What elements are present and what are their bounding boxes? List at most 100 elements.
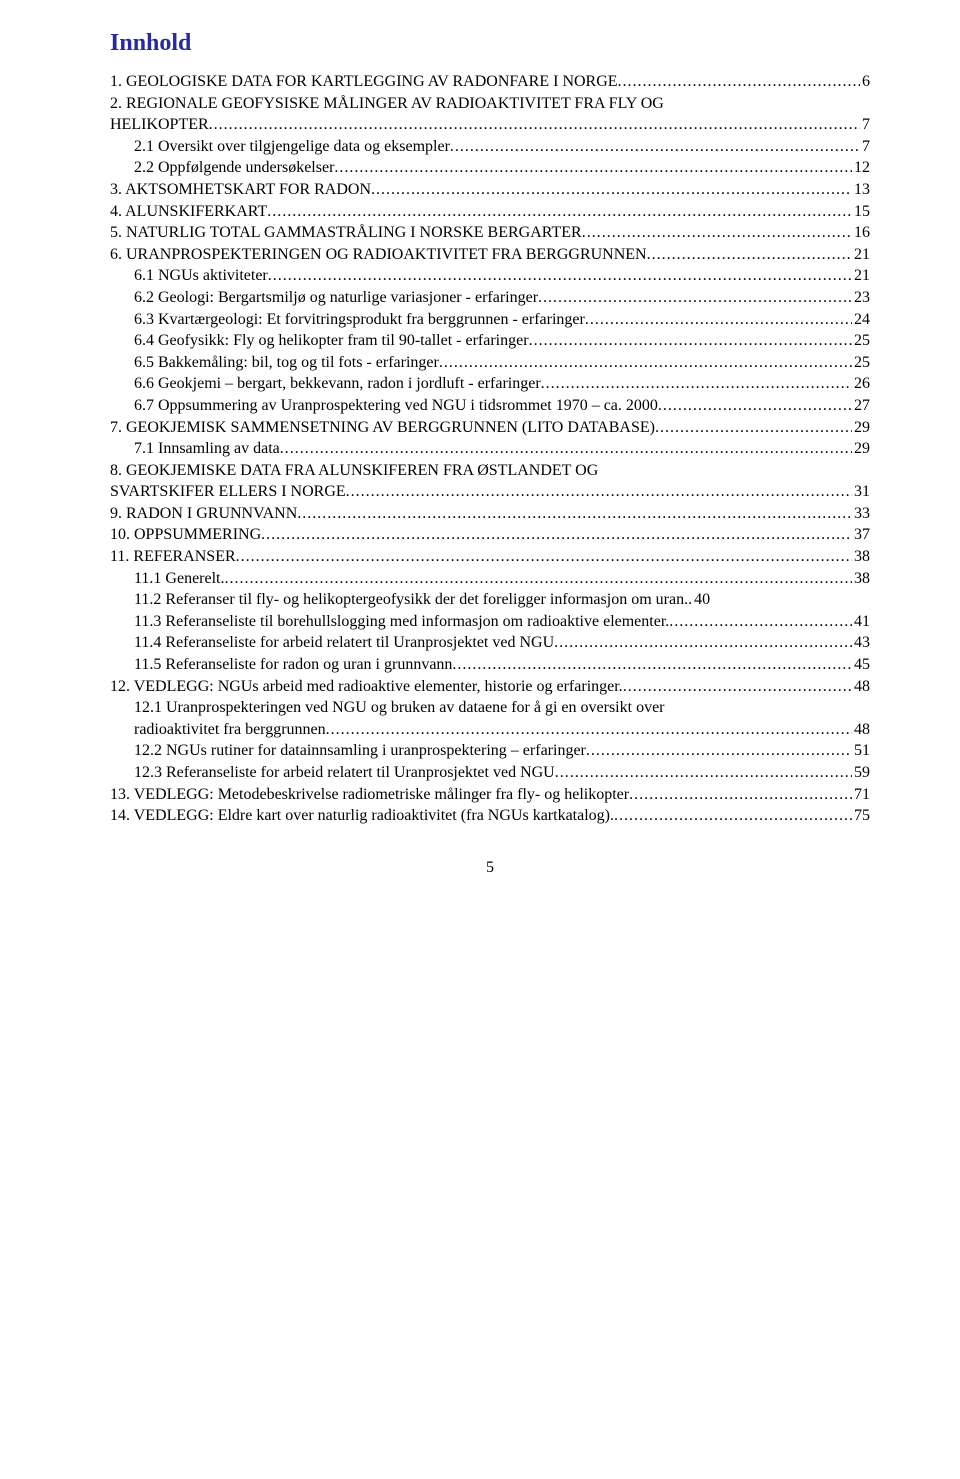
toc-entry-label: 6.7 Oppsummering av Uranprospektering ve… <box>134 395 658 417</box>
toc-entry-label: 6.1 NGUs aktiviteter <box>134 265 268 287</box>
toc-entry-page: 15 <box>852 201 870 223</box>
toc-entry-page: 38 <box>852 546 870 568</box>
toc-leader-dots <box>224 568 852 590</box>
toc-entry-label: 2.2 Oppfølgende undersøkelser <box>134 157 334 179</box>
toc-entry: 6.3 Kvartærgeologi: Et forvitringsproduk… <box>110 309 870 331</box>
toc-entry: 11.1 Generelt.38 <box>110 568 870 590</box>
table-of-contents: 1. GEOLOGISKE DATA FOR KARTLEGGING AV RA… <box>110 71 870 827</box>
toc-entry-label: 11.5 Referanseliste for radon og uran i … <box>134 654 452 676</box>
toc-entry: 10. OPPSUMMERING 37 <box>110 524 870 546</box>
toc-entry-page: 25 <box>852 330 870 352</box>
toc-entry: 6.6 Geokjemi – bergart, bekkevann, radon… <box>110 373 870 395</box>
toc-entry: 13. VEDLEGG: Metodebeskrivelse radiometr… <box>110 784 870 806</box>
toc-entry: 8. GEOKJEMISKE DATA FRA ALUNSKIFEREN FRA… <box>110 460 870 482</box>
toc-entry: 6. URANPROSPEKTERINGEN OG RADIOAKTIVITET… <box>110 244 870 266</box>
toc-entry-page: 40 <box>692 589 710 611</box>
toc-entry-page: 25 <box>852 352 870 374</box>
toc-entry-label: 10. OPPSUMMERING <box>110 524 261 546</box>
toc-entry-page: 7 <box>860 136 870 158</box>
toc-entry-label: 2.1 Oversikt over tilgjengelige data og … <box>134 136 450 158</box>
toc-entry: 6.5 Bakkemåling: bil, tog og til fots - … <box>110 352 870 374</box>
toc-entry: 2. REGIONALE GEOFYSISKE MÅLINGER AV RADI… <box>110 93 870 115</box>
toc-entry-label: 4. ALUNSKIFERKART <box>110 201 267 223</box>
toc-leader-dots <box>268 265 852 287</box>
toc-leader-dots <box>655 417 852 439</box>
page-number: 5 <box>110 859 870 877</box>
toc-entry: 2.2 Oppfølgende undersøkelser 12 <box>110 157 870 179</box>
toc-entry: 7. GEOKJEMISK SAMMENSETNING AV BERGGRUNN… <box>110 417 870 439</box>
toc-entry-page: 12 <box>852 157 870 179</box>
toc-leader-dots <box>623 676 852 698</box>
toc-entry: 11.2 Referanser til fly- og helikopterge… <box>110 589 870 611</box>
document-page: Innhold 1. GEOLOGISKE DATA FOR KARTLEGGI… <box>0 0 960 917</box>
toc-entry-label: 12. VEDLEGG: NGUs arbeid med radioaktive… <box>110 676 623 698</box>
toc-entry: 2.1 Oversikt over tilgjengelige data og … <box>110 136 870 158</box>
toc-entry-label: 8. GEOKJEMISKE DATA FRA ALUNSKIFEREN FRA… <box>110 460 598 482</box>
toc-entry: 5. NATURLIG TOTAL GAMMASTRÅLING I NORSKE… <box>110 222 870 244</box>
toc-leader-dots <box>280 438 852 460</box>
toc-entry-label: 6.4 Geofysikk: Fly og helikopter fram ti… <box>134 330 529 352</box>
toc-entry-page: 7 <box>860 114 870 136</box>
toc-title: Innhold <box>110 30 870 57</box>
toc-entry: 11.4 Referanseliste for arbeid relatert … <box>110 632 870 654</box>
toc-leader-dots <box>334 157 852 179</box>
toc-entry: 9. RADON I GRUNNVANN 33 <box>110 503 870 525</box>
toc-entry: 14. VEDLEGG: Eldre kart over naturlig ra… <box>110 805 870 827</box>
toc-entry: 12.1 Uranprospekteringen ved NGU og bruk… <box>110 697 870 719</box>
toc-leader-dots <box>297 503 852 525</box>
toc-leader-dots <box>236 546 852 568</box>
toc-entry-label: 14. VEDLEGG: Eldre kart over naturlig ra… <box>110 805 614 827</box>
toc-entry-label: 11.2 Referanser til fly- og helikopterge… <box>134 589 688 611</box>
toc-entry-page: 43 <box>852 632 870 654</box>
toc-leader-dots <box>267 201 852 223</box>
toc-entry-page: 23 <box>852 287 870 309</box>
toc-leader-dots <box>614 805 852 827</box>
toc-leader-dots <box>261 524 852 546</box>
toc-entry-cont-label: SVARTSKIFER ELLERS I NORGE <box>110 481 346 503</box>
toc-entry-label: 9. RADON I GRUNNVANN <box>110 503 297 525</box>
toc-leader-dots <box>658 395 852 417</box>
toc-entry-label: 6.2 Geologi: Bergartsmiljø og naturlige … <box>134 287 538 309</box>
toc-entry-page: 45 <box>852 654 870 676</box>
toc-leader-dots <box>538 287 852 309</box>
toc-entry-page: 48 <box>852 676 870 698</box>
toc-entry-page: 31 <box>852 481 870 503</box>
toc-leader-dots <box>647 244 852 266</box>
toc-entry-page: 33 <box>852 503 870 525</box>
toc-entry-page: 37 <box>852 524 870 546</box>
toc-entry: 11.5 Referanseliste for radon og uran i … <box>110 654 870 676</box>
toc-leader-dots <box>629 784 852 806</box>
toc-entry-label: 2. REGIONALE GEOFYSISKE MÅLINGER AV RADI… <box>110 93 664 115</box>
toc-entry-page: 75 <box>852 805 870 827</box>
toc-entry-label: 7. GEOKJEMISK SAMMENSETNING AV BERGGRUNN… <box>110 417 655 439</box>
toc-entry-continuation: radioaktivitet fra berggrunnen48 <box>110 719 870 741</box>
toc-leader-dots <box>346 481 852 503</box>
toc-entry: 3. AKTSOMHETSKART FOR RADON13 <box>110 179 870 201</box>
toc-entry-page: 26 <box>852 373 870 395</box>
toc-entry-page: 6 <box>860 71 870 93</box>
toc-entry: 7.1 Innsamling av data29 <box>110 438 870 460</box>
toc-entry-page: 48 <box>852 719 870 741</box>
toc-entry: 12. VEDLEGG: NGUs arbeid med radioaktive… <box>110 676 870 698</box>
toc-entry: 12.3 Referanseliste for arbeid relatert … <box>110 762 870 784</box>
toc-leader-dots <box>326 719 852 741</box>
toc-entry-page: 41 <box>852 611 870 633</box>
toc-entry: 6.1 NGUs aktiviteter21 <box>110 265 870 287</box>
toc-leader-dots <box>585 309 852 331</box>
toc-leader-dots <box>586 740 852 762</box>
toc-entry-page: 29 <box>852 417 870 439</box>
toc-entry-page: 21 <box>852 244 870 266</box>
toc-leader-dots <box>541 373 852 395</box>
toc-entry-label: 13. VEDLEGG: Metodebeskrivelse radiometr… <box>110 784 629 806</box>
toc-leader-dots <box>209 114 860 136</box>
toc-entry-page: 59 <box>852 762 870 784</box>
toc-leader-dots <box>582 222 852 244</box>
toc-entry-label: 6. URANPROSPEKTERINGEN OG RADIOAKTIVITET… <box>110 244 647 266</box>
toc-leader-dots <box>669 611 852 633</box>
toc-entry: 1. GEOLOGISKE DATA FOR KARTLEGGING AV RA… <box>110 71 870 93</box>
toc-leader-dots <box>555 762 852 784</box>
toc-entry-label: 6.5 Bakkemåling: bil, tog og til fots - … <box>134 352 439 374</box>
toc-entry-label: 12.3 Referanseliste for arbeid relatert … <box>134 762 555 784</box>
toc-entry: 12.2 NGUs rutiner for datainnsamling i u… <box>110 740 870 762</box>
toc-entry-label: 12.2 NGUs rutiner for datainnsamling i u… <box>134 740 586 762</box>
